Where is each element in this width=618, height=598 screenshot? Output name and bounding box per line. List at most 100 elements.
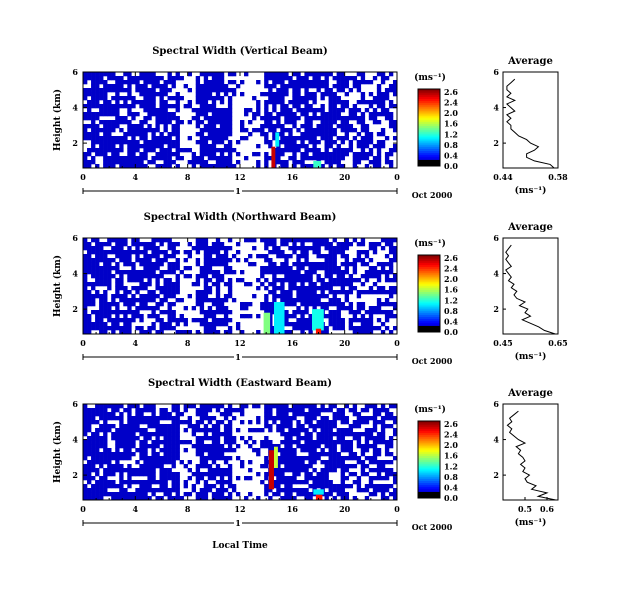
heatmap-cell [207, 404, 213, 409]
heatmap-cell [316, 484, 321, 489]
heatmap-cell [284, 488, 289, 493]
heatmap-cell [151, 112, 156, 117]
heatmap-cell [95, 246, 100, 251]
heatmap-cell [163, 270, 168, 275]
heatmap-cell [215, 108, 221, 113]
heatmap-cell [203, 254, 209, 259]
heatmap-cell [324, 416, 329, 421]
heatmap-cell [91, 282, 96, 287]
heatmap-cell [348, 440, 354, 445]
profile-title: Average [507, 222, 553, 233]
heatmap-cell [135, 88, 140, 93]
heatmap-cell [244, 306, 249, 311]
heatmap-cell [320, 290, 325, 295]
heatmap-cell [376, 88, 382, 93]
heatmap-cell [308, 282, 313, 287]
heatmap-cell [324, 246, 329, 251]
heatmap-cell [324, 306, 329, 311]
heatmap-cell [91, 432, 96, 437]
heatmap-cell [316, 408, 321, 413]
heatmap-cell [332, 302, 337, 307]
heatmap-cell [320, 294, 325, 299]
heatmap-cell [119, 140, 124, 145]
heatmap-cell [276, 484, 281, 489]
heatmap-cell [392, 496, 398, 501]
heatmap-cell [296, 270, 301, 275]
heatmap-cell [324, 476, 329, 481]
heatmap-cell [215, 164, 221, 169]
heatmap-cell [191, 424, 197, 429]
heatmap-cell [99, 456, 104, 461]
heatmap-cell [119, 436, 124, 441]
heatmap-cell [356, 318, 362, 323]
heatmap-cell [316, 420, 321, 425]
heatmap-cell [143, 92, 148, 97]
heatmap-cell [340, 120, 345, 125]
heatmap-cell [284, 116, 289, 121]
heatmap-cell [183, 258, 188, 263]
heatmap-cell [139, 484, 144, 489]
heatmap-cell [336, 322, 341, 327]
heatmap-cell [151, 88, 156, 93]
heatmap-cell [268, 290, 273, 295]
heatmap-cell [235, 322, 241, 327]
heatmap-cell [159, 116, 164, 121]
heatmap-cell [388, 436, 394, 441]
heatmap-cell [324, 242, 329, 247]
heatmap-cell [151, 140, 156, 145]
heatmap-cell [268, 242, 273, 247]
heatmap-cell [143, 468, 148, 473]
heatmap-cell [344, 262, 349, 267]
colorbar-segment [418, 442, 440, 445]
heatmap-cell [99, 314, 104, 319]
heatmap-cell [304, 456, 309, 461]
heatmap-cell [248, 262, 253, 267]
heatmap-cell [248, 314, 253, 319]
heatmap-cell [244, 258, 249, 263]
heatmap-cell [171, 246, 176, 251]
heatmap-cell [207, 416, 213, 421]
heatmap-cell [107, 306, 112, 311]
heatmap-cell [203, 80, 209, 85]
heatmap-cell [171, 432, 176, 437]
heatmap-cell [360, 448, 366, 453]
heatmap-cell [167, 246, 172, 251]
heatmap-cell [300, 302, 305, 307]
heatmap-cell [352, 286, 358, 291]
heatmap-cell [147, 330, 152, 335]
colorbar-segment [418, 484, 440, 487]
heatmap-cell [372, 96, 378, 101]
heatmap-cell [268, 112, 273, 117]
heatmap-cell [264, 140, 269, 145]
heatmap-cell [163, 460, 168, 465]
heatmap-cell [288, 76, 293, 81]
heatmap-cell [372, 290, 378, 295]
heatmap-cell [292, 136, 297, 141]
colorbar-tick-label: 0.0 [444, 327, 458, 337]
colorbar-tick-label: 2.4 [444, 264, 458, 274]
heatmap-cell [312, 72, 317, 77]
heatmap-cell [195, 132, 201, 137]
heatmap-cell [195, 246, 201, 251]
heatmap-cell [83, 326, 88, 331]
colorbar-segment [418, 457, 440, 460]
heatmap-cell [211, 144, 217, 149]
heatmap-cell [332, 116, 337, 121]
heatmap-cell [199, 460, 205, 465]
colorbar-segment [418, 156, 440, 159]
heatmap-cell [87, 266, 92, 271]
heatmap-cell [139, 270, 144, 275]
profile-x-label: (ms⁻¹) [515, 517, 547, 528]
colorbar-segment [418, 318, 440, 321]
heatmap-cell [167, 278, 172, 283]
colorbar-segment [418, 474, 440, 478]
heatmap-cell [87, 330, 92, 335]
heatmap-cell [207, 468, 213, 473]
heatmap-cell [227, 436, 233, 441]
heatmap-cell [280, 80, 285, 85]
heatmap-cell [380, 92, 386, 97]
colorbar-tick-label: 0.8 [444, 306, 458, 316]
heatmap-cell [163, 310, 168, 315]
heatmap-cell [183, 104, 188, 109]
heatmap-cell [324, 92, 329, 97]
